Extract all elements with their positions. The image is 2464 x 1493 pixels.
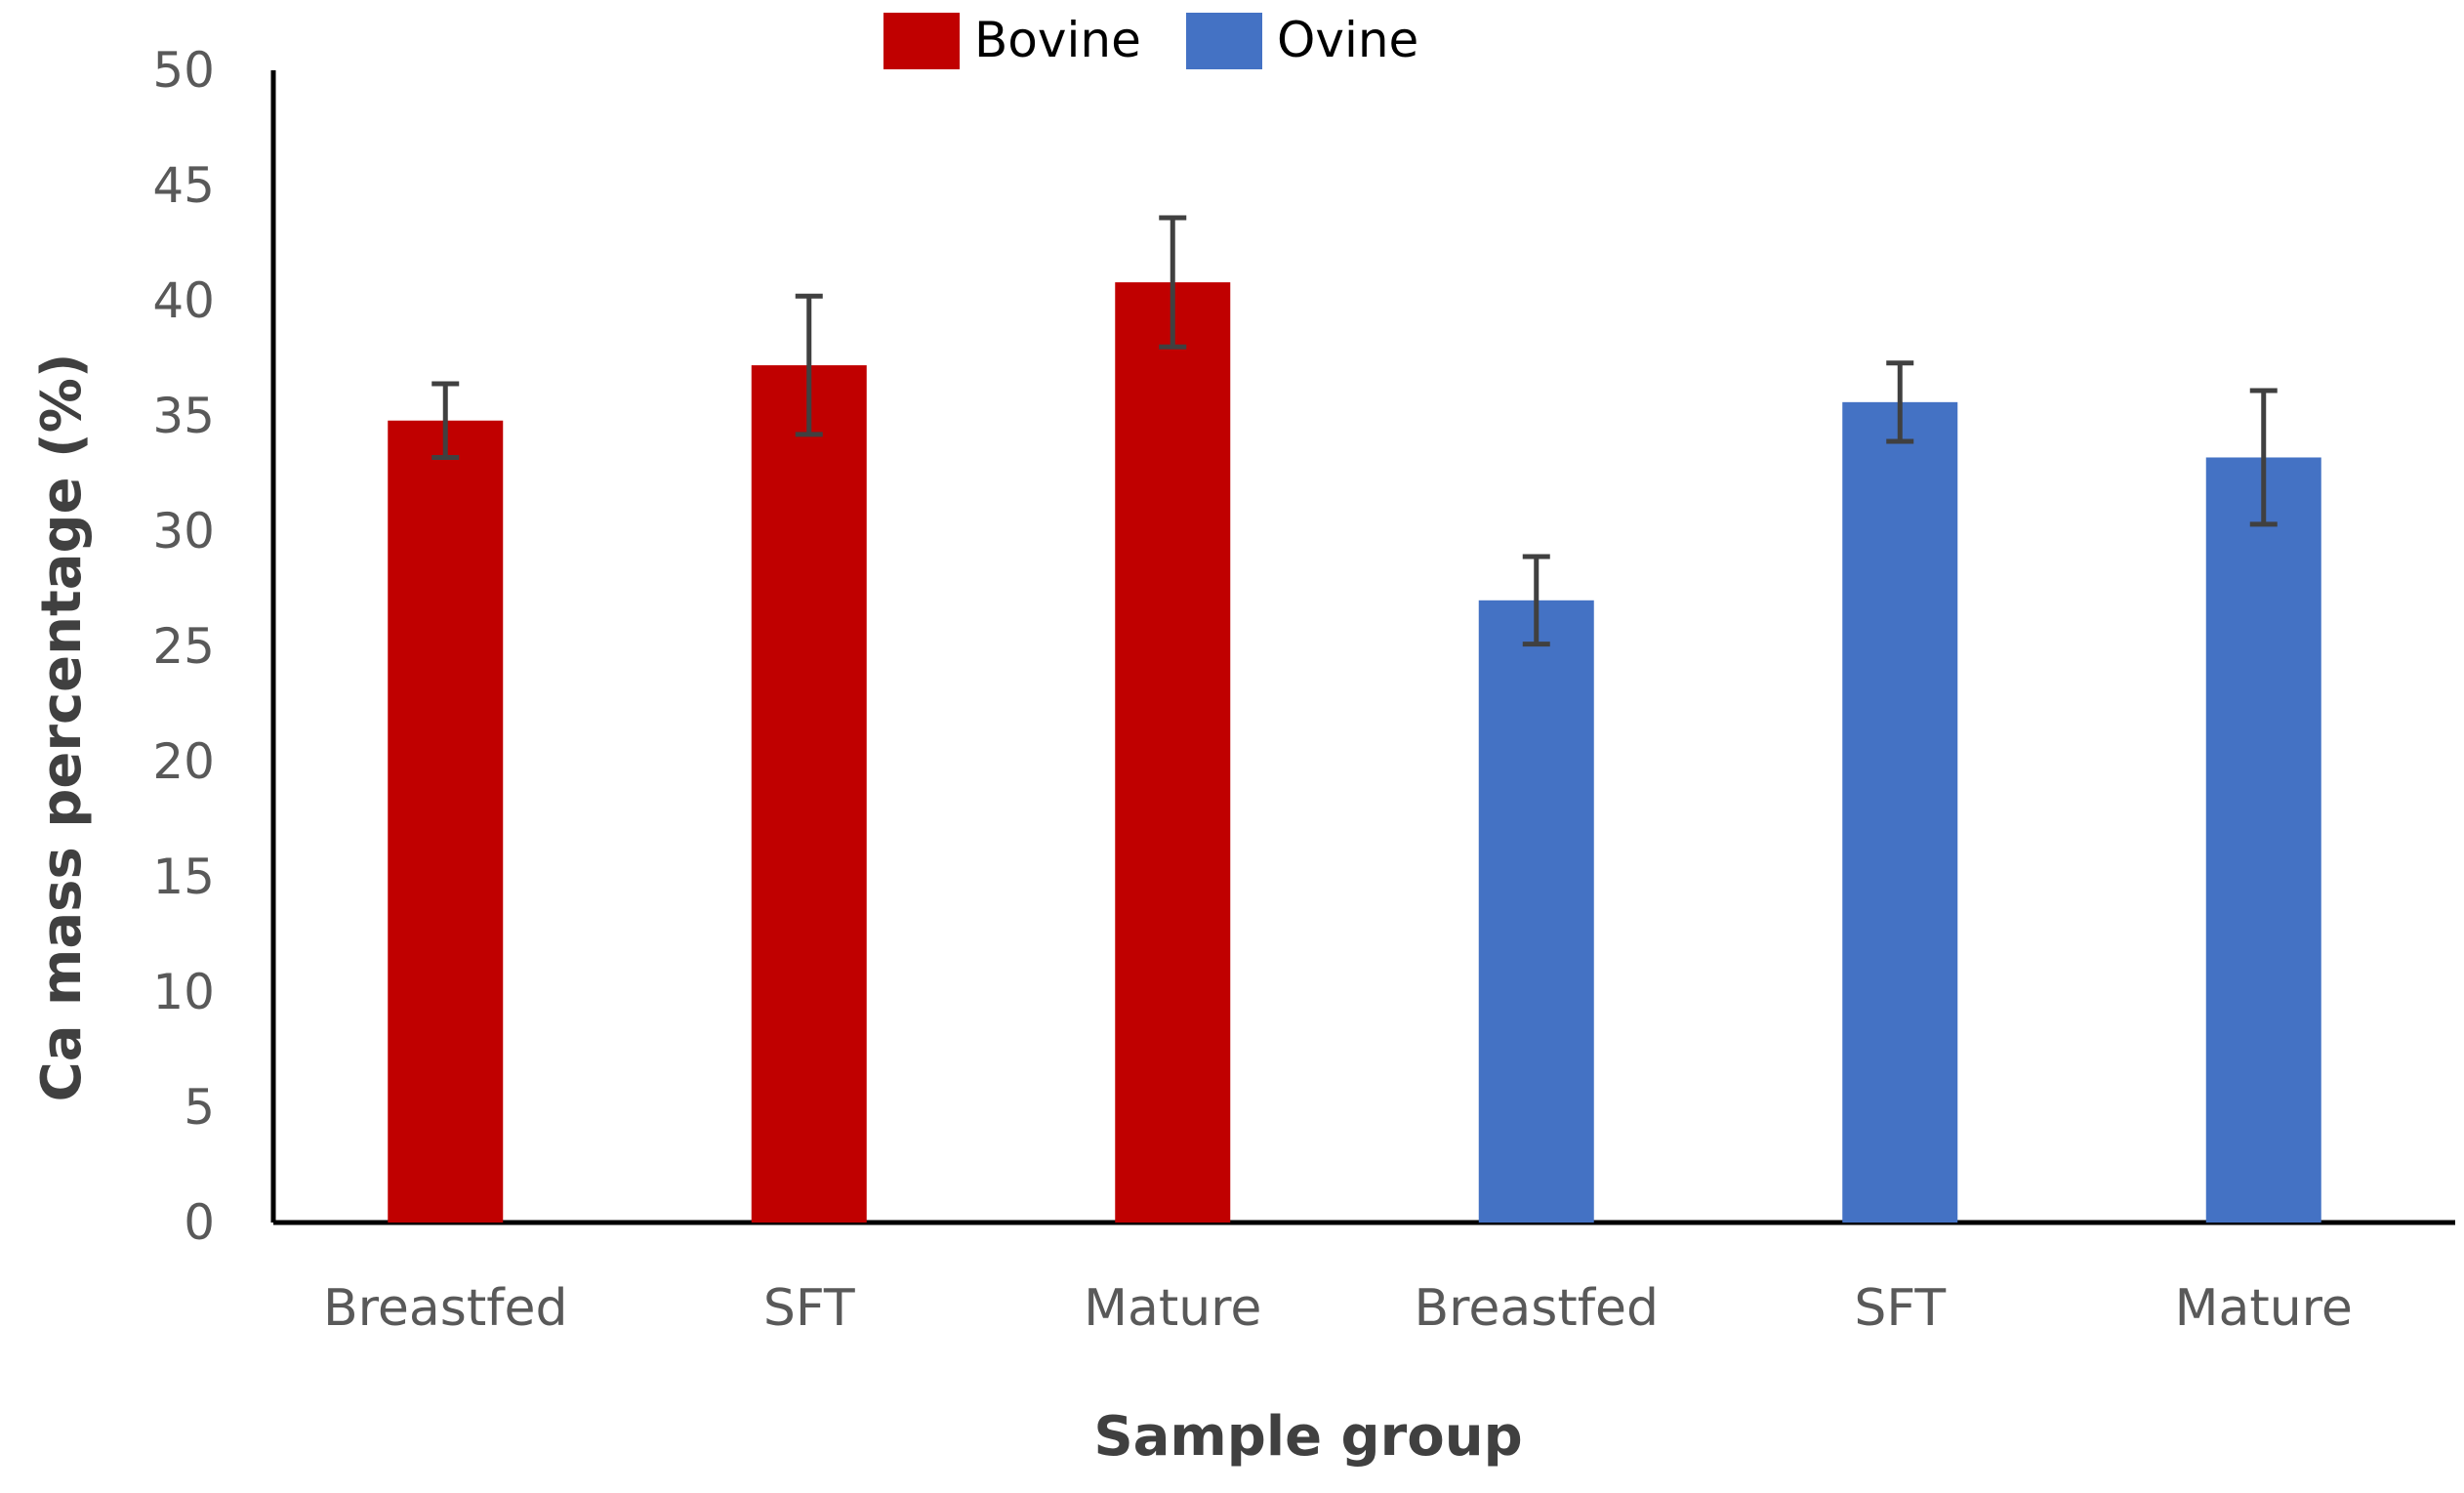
y-tick-label: 20 — [152, 733, 215, 790]
legend-label-ovine: Ovine — [1277, 12, 1418, 68]
y-tick-label: 0 — [184, 1194, 215, 1251]
legend-label-bovine: Bovine — [974, 12, 1141, 68]
y-tick-label: 5 — [184, 1079, 215, 1136]
y-tick-label: 25 — [152, 618, 215, 675]
bar-ovine-mature — [2205, 457, 2321, 1223]
category-label: Breastfed — [323, 1279, 568, 1338]
category-label: Breastfed — [1414, 1279, 1659, 1338]
bars-layer — [388, 282, 2321, 1223]
y-tick-label: 30 — [152, 503, 215, 560]
error-bar-ovine-breastfed — [1522, 554, 1550, 647]
y-axis-title: Ca mass percentage (%) — [30, 353, 94, 1102]
y-tick-label: 50 — [152, 42, 215, 99]
axes-layer — [270, 70, 2455, 1225]
bar-bovine-breastfed — [388, 420, 504, 1223]
legend-swatch-ovine — [1186, 13, 1262, 69]
y-tick-label: 35 — [152, 388, 215, 444]
bar-bovine-sft — [751, 365, 867, 1223]
error-bars-layer — [431, 215, 2278, 647]
bar-bovine-mature — [1115, 282, 1231, 1223]
error-bar-bovine-sft — [795, 293, 823, 437]
bar-ovine-breastfed — [1478, 600, 1594, 1223]
error-bar-bovine-mature — [1159, 215, 1187, 350]
error-bar-ovine-sft — [1886, 360, 1914, 444]
category-label: SFT — [1854, 1279, 1946, 1338]
legend: Bovine Ovine — [883, 12, 1418, 69]
legend-swatch-bovine — [883, 13, 960, 69]
y-tick-label: 10 — [152, 964, 215, 1020]
category-label: SFT — [763, 1279, 855, 1338]
category-label: Mature — [1084, 1279, 1261, 1338]
category-label: Mature — [2175, 1279, 2353, 1338]
y-tick-labels: 0 5 10 15 20 25 30 35 40 45 50 — [152, 42, 215, 1251]
category-labels: Breastfed SFT Mature Breastfed SFT Mature — [323, 1279, 2353, 1338]
error-bar-bovine-breastfed — [431, 381, 460, 460]
error-bar-ovine-mature — [2249, 388, 2278, 527]
bar-ovine-sft — [1842, 401, 1958, 1223]
y-tick-label: 15 — [152, 849, 215, 905]
x-axis-title: Sample group — [1093, 1405, 1522, 1469]
y-tick-label: 45 — [152, 157, 215, 214]
y-tick-label: 40 — [152, 272, 215, 329]
